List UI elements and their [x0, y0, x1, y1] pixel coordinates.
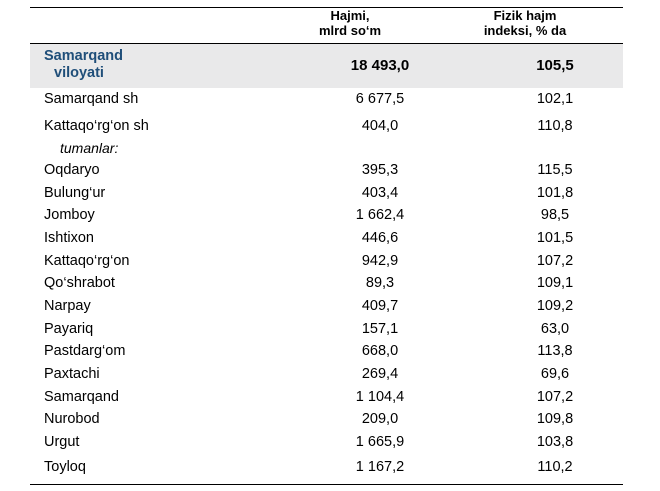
row-volume: 1 104,4: [355, 389, 405, 405]
row-volume: 942,9: [361, 253, 399, 269]
header-index: Fizik hajm indeksi, % da: [440, 8, 610, 43]
row-index: 102,1: [536, 91, 574, 107]
row-name: Nurobod: [44, 411, 100, 427]
header-index-line1: Fizik hajm: [493, 8, 557, 23]
row-index: 109,1: [536, 275, 574, 291]
row-name: Paxtachi: [44, 366, 100, 382]
row-volume: 404,0: [361, 118, 399, 134]
row-index: 98,5: [540, 207, 570, 223]
row-volume: 403,4: [361, 185, 399, 201]
table-row: Nurobod 209,0 109,8: [30, 409, 623, 431]
table-row: Narpay 409,7 109,2: [30, 296, 623, 318]
table-row: Pastdarg‘om 668,0 113,8: [30, 341, 623, 363]
region-row: [30, 44, 623, 88]
row-index: 115,5: [537, 162, 573, 178]
table-row: Payariq 157,1 63,0: [30, 319, 623, 341]
table-row: Paxtachi 269,4 69,6: [30, 364, 623, 386]
table-row: Jomboy 1 662,4 98,5: [30, 205, 623, 227]
row-index: 107,2: [536, 389, 574, 405]
row-name: Jomboy: [44, 207, 95, 223]
subheading-districts: tumanlar:: [60, 140, 119, 156]
table-row: Kattaqo‘rg‘on sh 404,0 110,8: [30, 116, 623, 138]
row-name: Narpay: [44, 298, 91, 314]
row-index: 101,5: [536, 230, 574, 246]
row-name: Samarqand sh: [44, 91, 139, 107]
region-index: 105,5: [536, 57, 574, 74]
table-row: Samarqand 1 104,4 107,2: [30, 387, 623, 409]
row-name: Oqdaryo: [44, 162, 100, 178]
row-index: 101,8: [536, 185, 574, 201]
row-index: 107,2: [536, 253, 574, 269]
row-index: 109,8: [536, 411, 574, 427]
row-name: Kattaqo‘rg‘on sh: [44, 118, 149, 134]
table-row: Qo‘shrabot 89,3 109,1: [30, 273, 623, 295]
row-volume: 395,3: [361, 162, 399, 178]
row-name: Urgut: [44, 434, 80, 450]
row-name: Samarqand: [44, 389, 119, 405]
row-volume: 1 167,2: [355, 459, 405, 475]
row-name: Kattaqo‘rg‘on: [44, 253, 130, 269]
row-name: Qo‘shrabot: [44, 275, 115, 291]
table-row: Oqdaryo 395,3 115,5: [30, 160, 623, 182]
header-rule: [30, 43, 623, 44]
header-index-line2: indeksi, % da: [483, 23, 567, 38]
row-index: 109,2: [536, 298, 574, 314]
row-volume: 157,1: [361, 321, 399, 337]
row-volume: 6 677,5: [355, 91, 405, 107]
table-row: Kattaqo‘rg‘on 942,9 107,2: [30, 251, 623, 273]
table-row: Ishtixon 446,6 101,5: [30, 228, 623, 250]
table-row: Samarqand sh 6 677,5 102,1: [30, 89, 623, 111]
row-volume: 446,6: [361, 230, 399, 246]
row-volume: 1 662,4: [355, 207, 405, 223]
row-index: 110,8: [537, 118, 573, 134]
row-name: Bulung‘ur: [44, 185, 106, 201]
row-index: 63,0: [540, 321, 570, 337]
table-row: Bulung‘ur 403,4 101,8: [30, 183, 623, 205]
row-volume: 269,4: [361, 366, 399, 382]
row-name: Payariq: [44, 321, 94, 337]
row-volume: 1 665,9: [355, 434, 405, 450]
row-volume: 209,0: [361, 411, 399, 427]
row-index: 69,6: [540, 366, 570, 382]
table-row: Urgut 1 665,9 103,8: [30, 432, 623, 454]
header-volume: Hajmi, mlrd so‘m: [280, 8, 420, 43]
row-name: Ishtixon: [44, 230, 94, 246]
row-volume: 89,3: [365, 275, 395, 291]
region-name-line2: viloyati: [54, 65, 104, 81]
row-name: Pastdarg‘om: [44, 343, 126, 359]
table-top-rule: [30, 7, 623, 8]
header-volume-line2: mlrd so‘m: [318, 23, 382, 38]
row-index: 110,2: [537, 459, 573, 475]
region-name: Samarqand viloyati: [44, 48, 174, 82]
table-row: Toyloq 1 167,2 110,2: [30, 457, 623, 479]
row-index: 103,8: [536, 434, 574, 450]
region-volume: 18 493,0: [350, 57, 410, 74]
row-volume: 668,0: [361, 343, 399, 359]
table-bottom-rule: [30, 484, 623, 485]
header-volume-line1: Hajmi,: [330, 8, 370, 23]
row-name: Toyloq: [44, 459, 86, 475]
row-index: 113,8: [537, 343, 573, 359]
region-name-line1: Samarqand: [44, 48, 123, 64]
row-volume: 409,7: [361, 298, 399, 314]
